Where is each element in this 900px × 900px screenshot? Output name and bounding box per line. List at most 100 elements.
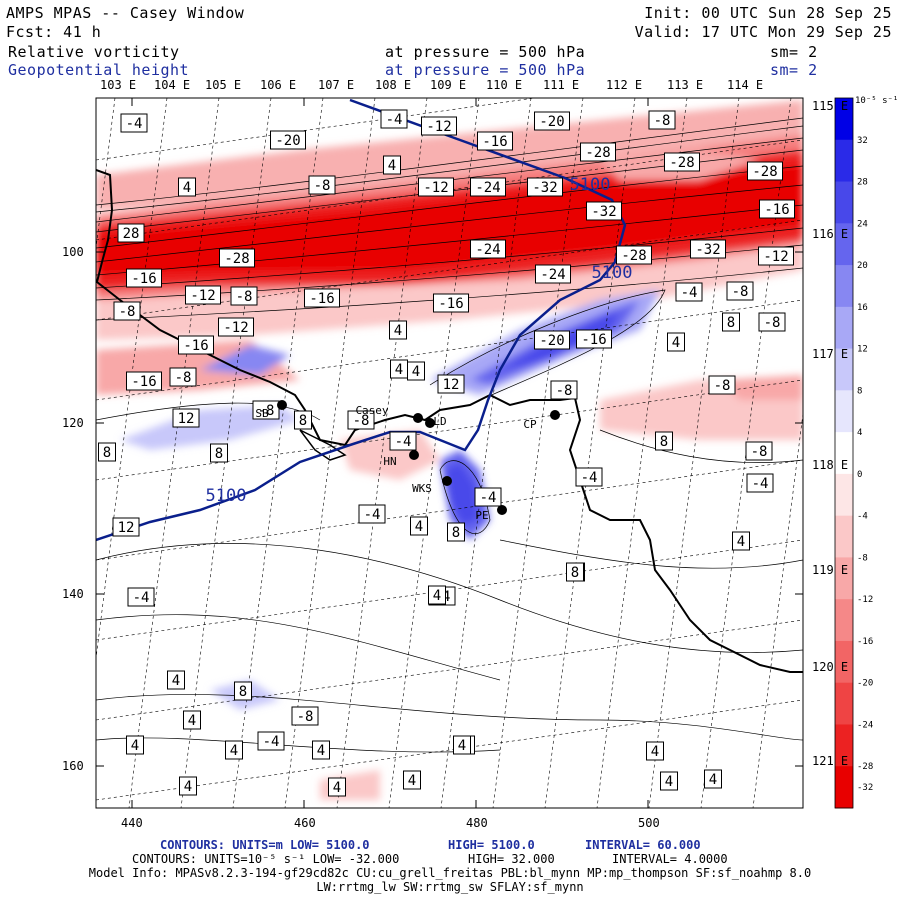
vorticity-label: -12: [185, 285, 221, 305]
vorticity-label: -8: [230, 286, 258, 306]
vorticity-label: -8: [758, 312, 786, 332]
height-contour-label: 5100: [206, 486, 247, 506]
svg-text:-12: -12: [223, 320, 248, 336]
svg-text:-4: -4: [681, 285, 698, 301]
field2-smoothing: sm= 2: [770, 61, 818, 79]
svg-text:-8: -8: [751, 444, 768, 460]
vorticity-label: 4: [167, 670, 185, 690]
vorticity-label: 8: [655, 431, 673, 451]
vorticity-label: -8: [113, 301, 141, 321]
vorticity-label: -8: [169, 367, 197, 387]
vorticity-label: -28: [747, 161, 783, 181]
vorticity-label: -8: [648, 110, 676, 130]
top-longitude-label: 111 E: [543, 78, 580, 92]
svg-text:4: 4: [172, 673, 180, 689]
svg-text:-8: -8: [314, 178, 331, 194]
vorticity-label: -8: [550, 380, 578, 400]
init-time: Init: 00 UTC Sun 28 Sep 25: [644, 4, 892, 22]
contours-height-high: HIGH= 5100.0: [448, 838, 535, 852]
station-marker: [277, 400, 287, 410]
vorticity-label: -8: [252, 400, 280, 420]
svg-text:-16: -16: [131, 374, 156, 390]
svg-text:8: 8: [660, 434, 668, 450]
bottom-tick-label: 460: [294, 816, 316, 830]
vorticity-label: 4: [312, 740, 330, 760]
colorbar-tick: 20: [857, 261, 868, 271]
colorbar-segment: [835, 599, 853, 642]
height-contour-label: 5100: [592, 263, 633, 283]
station-label: PE: [475, 509, 488, 522]
colorbar-segment: [835, 640, 853, 684]
svg-text:-28: -28: [585, 145, 610, 161]
height-contour-label: 5100: [570, 175, 611, 195]
svg-text:4: 4: [709, 772, 717, 788]
svg-text:-12: -12: [763, 249, 788, 265]
colorbar-segment: [835, 473, 853, 517]
colorbar-tick: -24: [857, 720, 873, 730]
station-marker: [413, 413, 423, 423]
svg-text:12: 12: [443, 377, 460, 393]
svg-text:-16: -16: [764, 202, 789, 218]
svg-text:-8: -8: [654, 113, 671, 129]
right-longitude-label: 116 E: [812, 227, 849, 241]
vorticity-label: -8: [726, 281, 754, 301]
svg-text:-24: -24: [540, 267, 565, 283]
colorbar-tick: -32: [857, 783, 873, 793]
vorticity-label: 28: [117, 223, 145, 243]
vorticity-label: 12: [437, 374, 465, 394]
vorticity-label: 4: [389, 320, 407, 340]
coastline: [96, 169, 803, 673]
height-contour-labels: 5100 5100 5100: [206, 175, 633, 506]
vorticity-label: 4: [660, 771, 678, 791]
vorticity-label: -8: [708, 375, 736, 395]
vorticity-label: -4: [675, 282, 703, 302]
colorbar-tick: -20: [857, 679, 873, 689]
vorticity-label: 8: [566, 562, 584, 582]
svg-text:-28: -28: [669, 155, 694, 171]
top-longitude-label: 112 E: [606, 78, 643, 92]
left-tick-label: 160: [62, 759, 84, 773]
colorbar-tick: 32: [857, 136, 868, 146]
colorbar-segment: [835, 348, 853, 391]
field1-smoothing: sm= 2: [770, 43, 818, 61]
svg-text:-20: -20: [539, 333, 564, 349]
vorticity-label: -4: [257, 731, 285, 751]
station-marker: [497, 505, 507, 515]
vorticity-label: -4: [389, 431, 417, 451]
vorticity-labels: -4-20-12-16-20 -8-4-844-12 -24 -32-28-28-28…: [98, 109, 795, 797]
colorbar-tick: 12: [857, 345, 868, 355]
vorticity-label: -16: [759, 199, 795, 219]
svg-text:4: 4: [395, 362, 403, 378]
vorticity-label: -8: [347, 410, 375, 430]
vorticity-label: 4: [428, 585, 446, 605]
right-longitude-label: 115 E: [812, 99, 849, 113]
vorticity-label: -20: [534, 111, 570, 131]
vorticity-label: 4: [646, 741, 664, 761]
station-marker: [550, 410, 560, 420]
svg-text:-28: -28: [621, 248, 646, 264]
svg-text:-4: -4: [395, 434, 412, 450]
model-info: Model Info: MPASv8.2.3-194-gf29cd82c CU:…: [88, 866, 812, 880]
vorticity-label: 8: [210, 443, 228, 463]
svg-text:4: 4: [412, 364, 420, 380]
bottom-tick-label: 480: [466, 816, 488, 830]
svg-text:-20: -20: [539, 114, 564, 130]
svg-text:-28: -28: [752, 164, 777, 180]
colorbar-segment: [835, 181, 853, 224]
contours-height-low: CONTOURS: UNITS=m LOW= 5100.0: [160, 838, 370, 852]
stations: SB Casey LD HN WKS CP PE: [255, 400, 560, 522]
svg-text:4: 4: [651, 744, 659, 760]
svg-text:4: 4: [388, 158, 396, 174]
contours-vort-interval: INTERVAL= 4.0000: [612, 852, 728, 866]
station-marker: [442, 476, 452, 486]
vorticity-label: 8: [98, 442, 116, 462]
top-longitude-label: 107 E: [318, 78, 355, 92]
svg-text:-8: -8: [714, 378, 731, 394]
vorticity-label: -32: [690, 239, 726, 259]
colorbar-segment: [835, 432, 853, 475]
svg-text:28: 28: [123, 226, 140, 242]
svg-text:-4: -4: [386, 112, 403, 128]
field2-name: Geopotential height: [8, 61, 190, 79]
colorbar-segment: [835, 682, 853, 725]
svg-text:4: 4: [458, 738, 466, 754]
